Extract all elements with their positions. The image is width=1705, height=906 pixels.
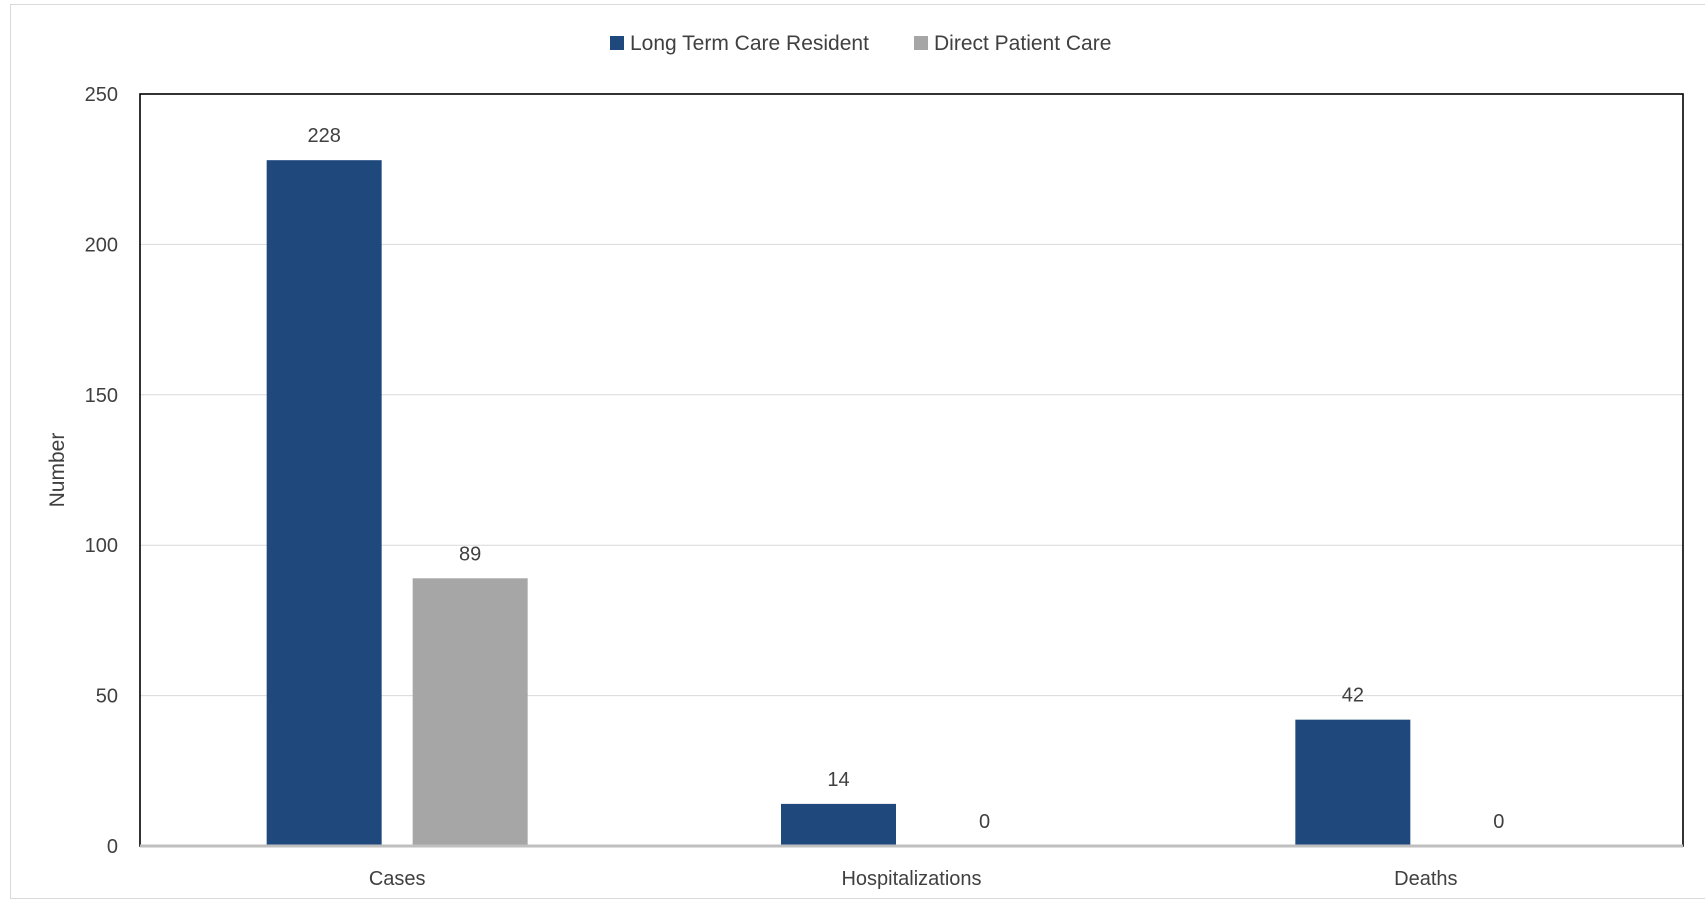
y-tick-label-200: 200: [85, 234, 118, 256]
data-label-long-term-care-resident-cases: 228: [307, 125, 340, 147]
legend-label-long-term-care-resident: Long Term Care Resident: [630, 32, 869, 55]
bar-long-term-care-resident-hospitalizations: [781, 803, 896, 846]
data-label-direct-patient-care-hospitalizations: 0: [979, 811, 990, 833]
legend-swatch-direct-patient-care: [914, 36, 928, 50]
data-label-direct-patient-care-deaths: 0: [1493, 811, 1504, 833]
data-label-long-term-care-resident-hospitalizations: 14: [827, 769, 849, 791]
bar-long-term-care-resident-cases: [266, 160, 382, 846]
data-label-long-term-care-resident-deaths: 42: [1342, 685, 1364, 707]
x-axis-labels: Cases Hospitalizations Deaths: [369, 868, 1458, 890]
x-tick-label-cases: Cases: [369, 868, 426, 890]
data-labels: 228 89 14 0 42 0: [307, 125, 1504, 833]
bar-long-term-care-resident-deaths: [1295, 719, 1411, 846]
bar-direct-patient-care-cases: [412, 578, 528, 846]
gridlines: [140, 243, 1683, 697]
x-tick-label-deaths: Deaths: [1394, 868, 1457, 890]
y-axis-title: Number: [46, 433, 69, 508]
y-tick-label-0: 0: [107, 836, 118, 858]
x-tick-label-hospitalizations: Hospitalizations: [841, 868, 981, 890]
y-axis-ticks: 0 50 100 150 200 250: [85, 84, 118, 858]
legend: Long Term Care Resident Direct Patient C…: [610, 32, 1111, 55]
legend-swatch-long-term-care-resident: [610, 36, 624, 50]
y-tick-label-100: 100: [85, 535, 118, 557]
legend-label-direct-patient-care: Direct Patient Care: [934, 32, 1111, 55]
data-label-direct-patient-care-cases: 89: [459, 543, 481, 565]
y-tick-label-50: 50: [96, 686, 118, 708]
bars: [266, 160, 1411, 846]
y-tick-label-150: 150: [85, 385, 118, 407]
y-tick-label-250: 250: [85, 84, 118, 106]
